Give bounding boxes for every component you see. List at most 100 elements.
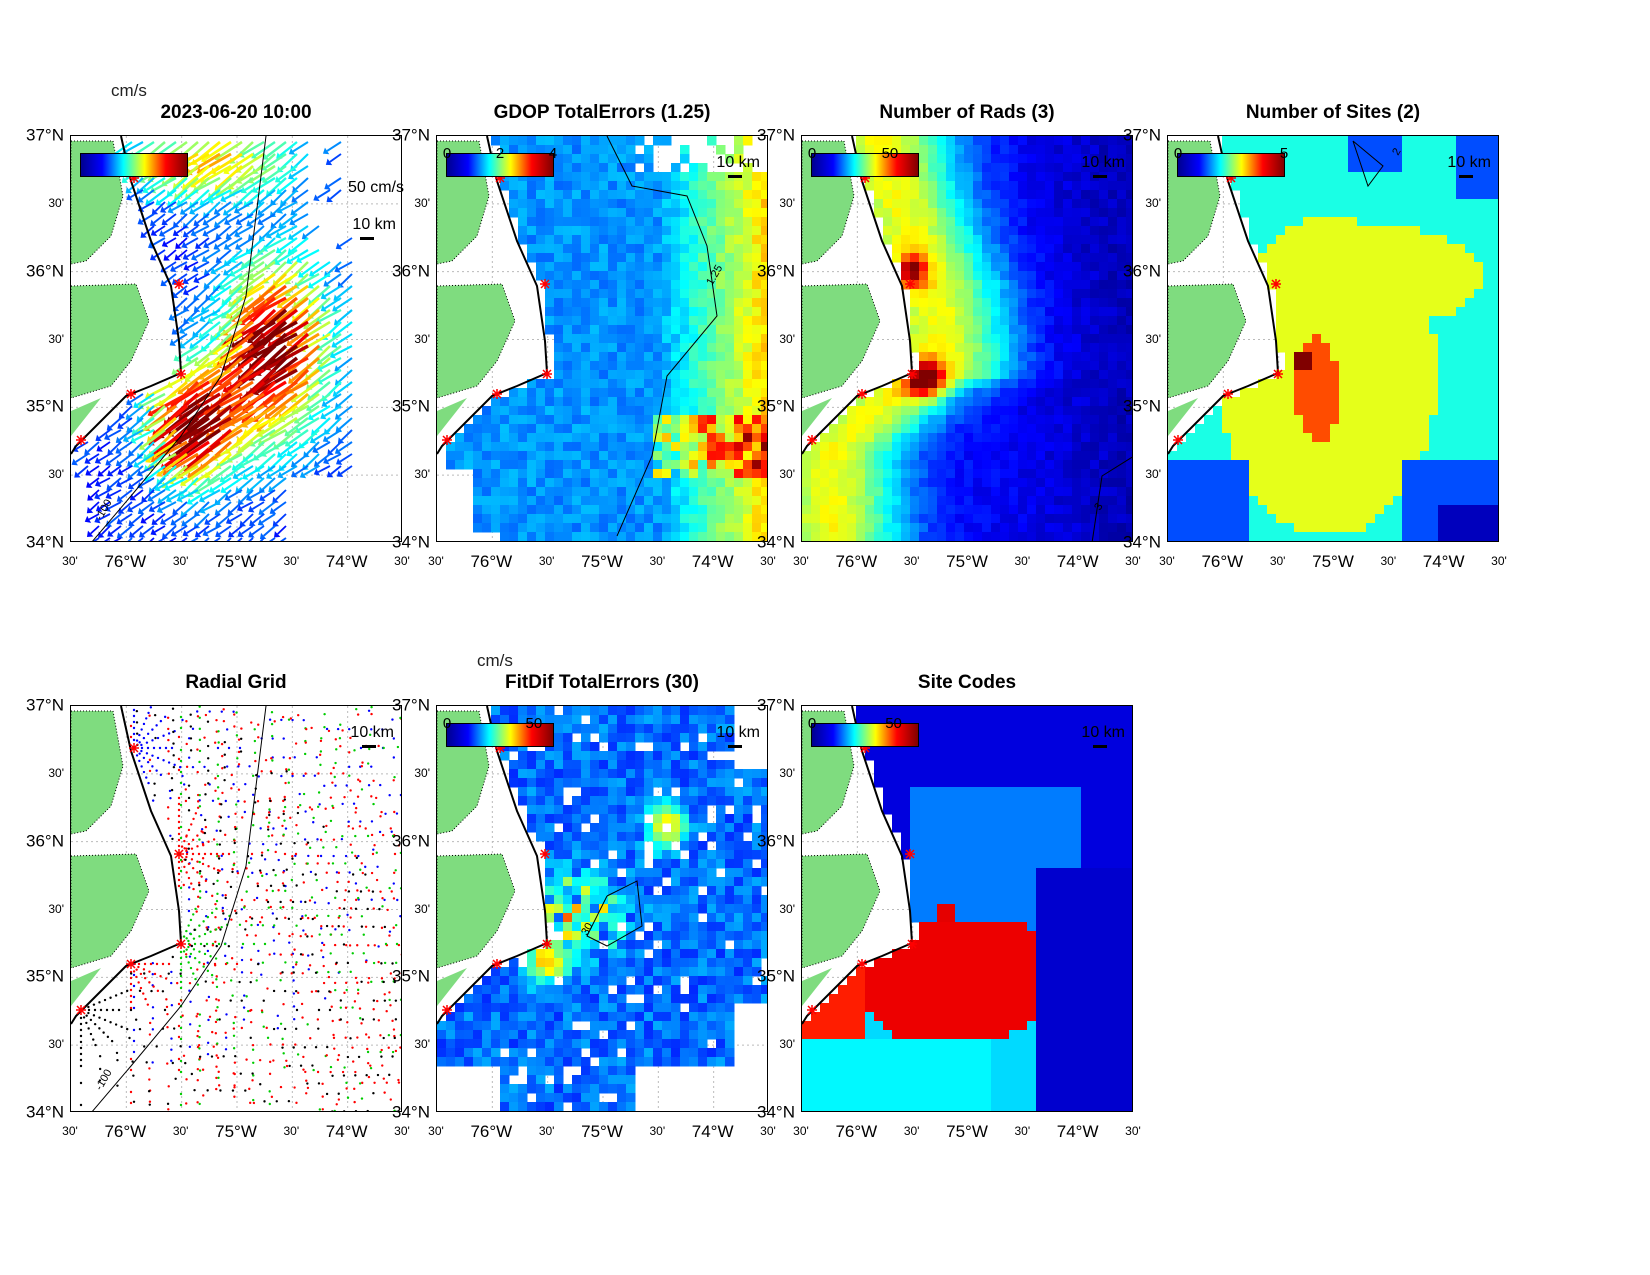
heatmap-cell [608,334,618,344]
heatmap-cell [590,523,600,533]
heatmap-cell [1402,487,1412,497]
heatmap-cell [973,451,983,461]
heatmap-cell [1108,379,1118,389]
heatmap-cell [482,478,492,488]
heatmap-cell [1420,190,1430,200]
heatmap-cell [1447,316,1457,326]
heatmap-cell [883,181,893,191]
heatmap-cell [635,523,645,533]
heatmap-cell [1330,226,1340,236]
radial-grid-point [280,718,283,722]
heatmap-cell [1045,505,1055,515]
heatmap-cell [698,208,708,218]
heatmap-cell [1447,343,1457,353]
heatmap-cell [1465,289,1475,299]
heatmap-cell [635,226,645,236]
current-vector [179,321,199,335]
site-marker [542,369,552,379]
heatmap-cell [1492,316,1498,326]
heatmap-cell [635,325,645,335]
heatmap-cell [982,352,992,362]
heatmap-cell [563,190,573,200]
heatmap-cell [725,190,735,200]
heatmap-cell [937,406,947,416]
heatmap-cell [1000,145,1010,155]
heatmap-cell [761,397,767,407]
heatmap-cell [644,307,654,317]
heatmap-cell [743,217,753,227]
heatmap-cell [572,541,582,542]
heatmap-cell [1294,379,1304,389]
land-mainland [71,283,150,399]
heatmap-cell [1009,388,1019,398]
heatmap-cell [946,505,956,515]
heatmap-cell [1117,289,1127,299]
heatmap-cell [955,280,965,290]
heatmap-cell [635,136,645,146]
heatmap-cell [590,163,600,173]
heatmap-cell [1126,487,1132,497]
heatmap-cell [554,352,564,362]
heatmap-cell [671,181,681,191]
heatmap-cell [581,235,591,245]
current-vector [202,525,221,537]
heatmap-cell [991,397,1001,407]
heatmap-cell [1285,370,1295,380]
heatmap-cell [1285,487,1295,497]
heatmap-cell [1357,460,1367,470]
heatmap-cell [1036,496,1046,506]
heatmap-cell [1240,460,1250,470]
heatmap-cell [1000,478,1010,488]
heatmap-cell [919,262,929,272]
heatmap-cell [1117,262,1127,272]
heatmap-cell [626,469,636,479]
heatmap-cell [1411,469,1421,479]
heatmap-cell [1366,451,1376,461]
heatmap-cell [991,199,1001,209]
current-vector [274,525,287,538]
heatmap-cell [892,415,902,425]
heatmap-cell [608,136,618,146]
heatmap-cell [1429,334,1439,344]
heatmap-cell [518,190,528,200]
heatmap-cell [554,226,564,236]
heatmap-cell [599,451,609,461]
heatmap-cell [743,361,753,371]
heatmap-cell [1054,190,1064,200]
heatmap-cell [1063,478,1073,488]
heatmap-cell [608,289,618,299]
heatmap-cell [1117,397,1127,407]
heatmap-cell [1483,325,1493,335]
heatmap-cell [1108,442,1118,452]
heatmap-cell [1492,469,1498,479]
heatmap-cell [1276,505,1286,515]
heatmap-cell [545,514,555,524]
heatmap-cell [563,379,573,389]
current-vector [127,465,144,480]
heatmap-cell [1285,307,1295,317]
heatmap-cell [1312,172,1322,182]
heatmap-cell [919,487,929,497]
heatmap-cell [991,244,1001,254]
heatmap-cell [991,316,1001,326]
heatmap-cell [1330,163,1340,173]
heatmap-cell [1027,496,1037,506]
threshold-contour-label: 3 [1092,501,1105,512]
heatmap-cell [1438,172,1448,182]
heatmap-cell [581,271,591,281]
heatmap-cell [1438,505,1448,515]
heatmap-cell [928,145,938,155]
heatmap-cell [707,289,717,299]
heatmap-cell [653,334,663,344]
heatmap-cell [1072,352,1082,362]
heatmap-cell [563,451,573,461]
heatmap-cell [937,325,947,335]
radial-grid-point [216,746,220,750]
heatmap-cell [1240,181,1250,191]
heatmap-cell [1411,235,1421,245]
heatmap-cell [716,226,726,236]
radial-grid-point [227,746,231,750]
heatmap-cell [752,487,762,497]
heatmap-cell [626,307,636,317]
radial-grid-point [162,734,165,737]
